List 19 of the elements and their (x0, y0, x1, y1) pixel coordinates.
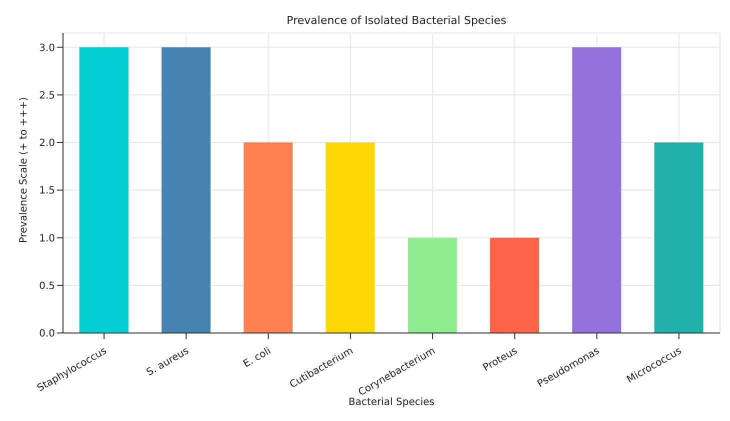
y-tick-label: 2.5 (39, 90, 55, 102)
x-axis-title: Bacterial Species (348, 397, 435, 408)
y-tick-label: 2.0 (39, 138, 55, 150)
y-axis-title: Prevalence Scale (+ to +++) (18, 97, 30, 243)
y-tick-label: 3.0 (39, 42, 55, 54)
bar (490, 238, 540, 333)
bar (572, 47, 622, 333)
bar (79, 47, 128, 333)
bar (654, 142, 704, 333)
y-tick-label: 0.5 (39, 280, 55, 292)
y-tick-label: 0.0 (39, 328, 55, 340)
bar (326, 142, 375, 333)
chart-title: Prevalence of Isolated Bacterial Species (286, 14, 508, 27)
bar (244, 142, 293, 333)
bar (408, 238, 457, 333)
x-tick-label: E. coli (242, 346, 274, 370)
y-tick-label: 1.5 (39, 186, 55, 197)
bar (162, 47, 211, 333)
y-tick-label: 1.0 (39, 233, 55, 244)
